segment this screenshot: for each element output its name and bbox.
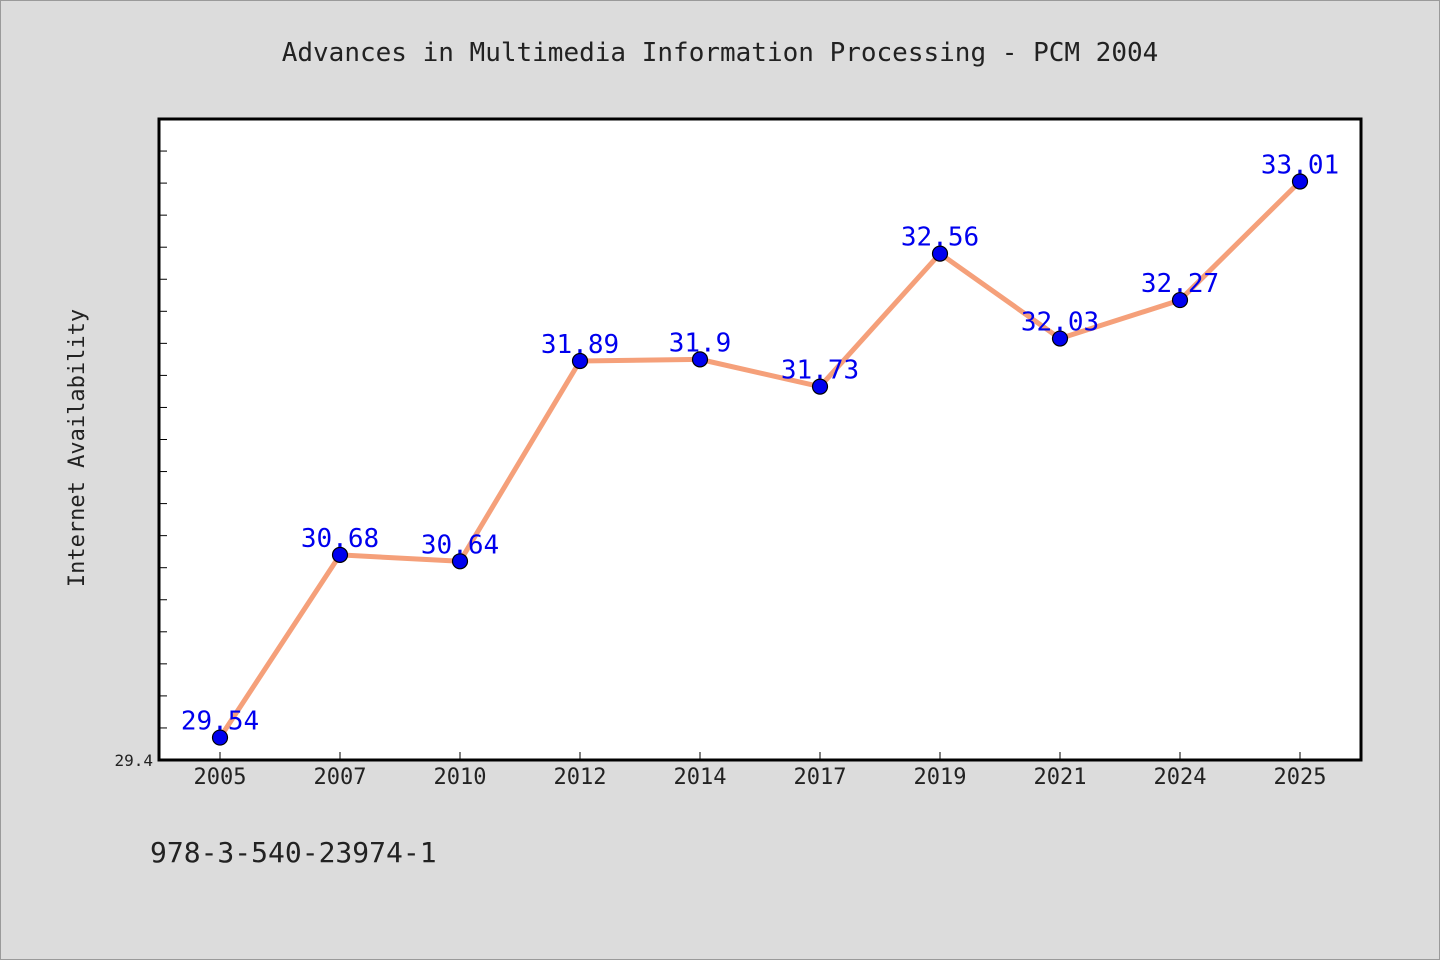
data-point xyxy=(931,245,949,262)
x-tick-label: 2025 xyxy=(1274,765,1327,790)
series-line xyxy=(217,178,1303,741)
data-label: 29.54 xyxy=(181,707,259,737)
y-axis: 29.4 xyxy=(114,751,153,770)
data-label: 32.27 xyxy=(1141,269,1219,299)
x-tick-label: 2021 xyxy=(1034,765,1087,790)
x-tick-label: 2010 xyxy=(434,765,487,790)
data-point xyxy=(1171,291,1189,309)
y-axis-label: Internet Availability xyxy=(65,309,90,587)
data-label: 31.73 xyxy=(781,356,859,386)
x-tick-label: 2019 xyxy=(914,765,967,790)
x-tick-label: 2005 xyxy=(194,765,247,790)
chart-title: Advances in Multimedia Information Proce… xyxy=(282,38,1159,68)
x-tick-label: 2007 xyxy=(314,765,367,790)
data-point xyxy=(331,546,349,563)
data-point xyxy=(1291,173,1309,190)
data-label: 31.89 xyxy=(541,330,619,360)
data-point xyxy=(451,553,469,570)
plot-area xyxy=(157,117,1363,762)
data-label: 32.56 xyxy=(901,223,979,253)
data-point xyxy=(691,351,709,368)
y-axis-minor-ticks xyxy=(159,150,167,729)
data-label: 30.68 xyxy=(301,524,379,554)
x-tick-label: 2014 xyxy=(674,765,727,790)
data-label: 31.9 xyxy=(669,328,732,358)
data-point xyxy=(571,352,589,370)
data-label: 30.64 xyxy=(421,530,499,560)
data-label: 32.03 xyxy=(1021,308,1099,338)
data-point xyxy=(811,378,829,395)
x-tick-label: 2024 xyxy=(1154,765,1207,790)
data-label: 33.01 xyxy=(1261,150,1339,180)
x-tick-label: 2012 xyxy=(554,765,607,790)
y-tick-label: 29.4 xyxy=(114,751,153,770)
data-point xyxy=(211,729,229,746)
footer-isbn: 978-3-540-23974-1 xyxy=(150,836,437,869)
x-axis: 2005 2007 2010 2012 2014 2017 2019 2021 2024 2025 xyxy=(194,752,1327,790)
series-layer xyxy=(211,173,1309,746)
data-labels: 29.54 30.68 30.64 31.89 31.9 31.73 32.56 32.03 3… xyxy=(181,150,1339,736)
x-tick-label: 2017 xyxy=(794,765,847,790)
data-point xyxy=(1051,330,1069,347)
